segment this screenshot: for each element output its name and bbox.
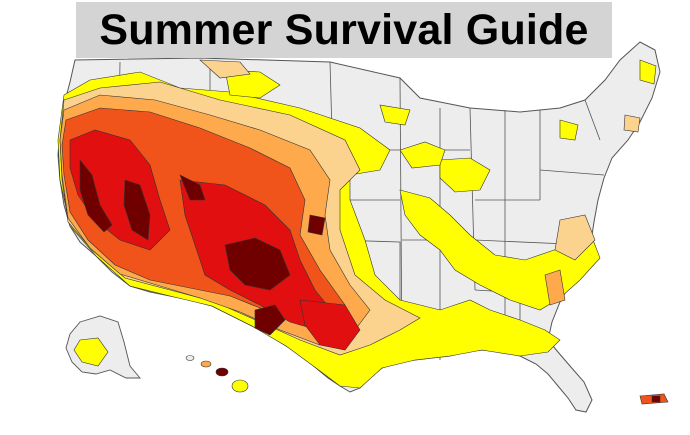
title-banner: Summer Survival Guide: [76, 2, 612, 58]
page-title: Summer Survival Guide: [99, 5, 589, 54]
puerto-rico: [639, 393, 669, 405]
hawaii-islands: [185, 355, 249, 393]
drought-darkest: [79, 159, 326, 336]
alaska-dry: [73, 337, 109, 367]
